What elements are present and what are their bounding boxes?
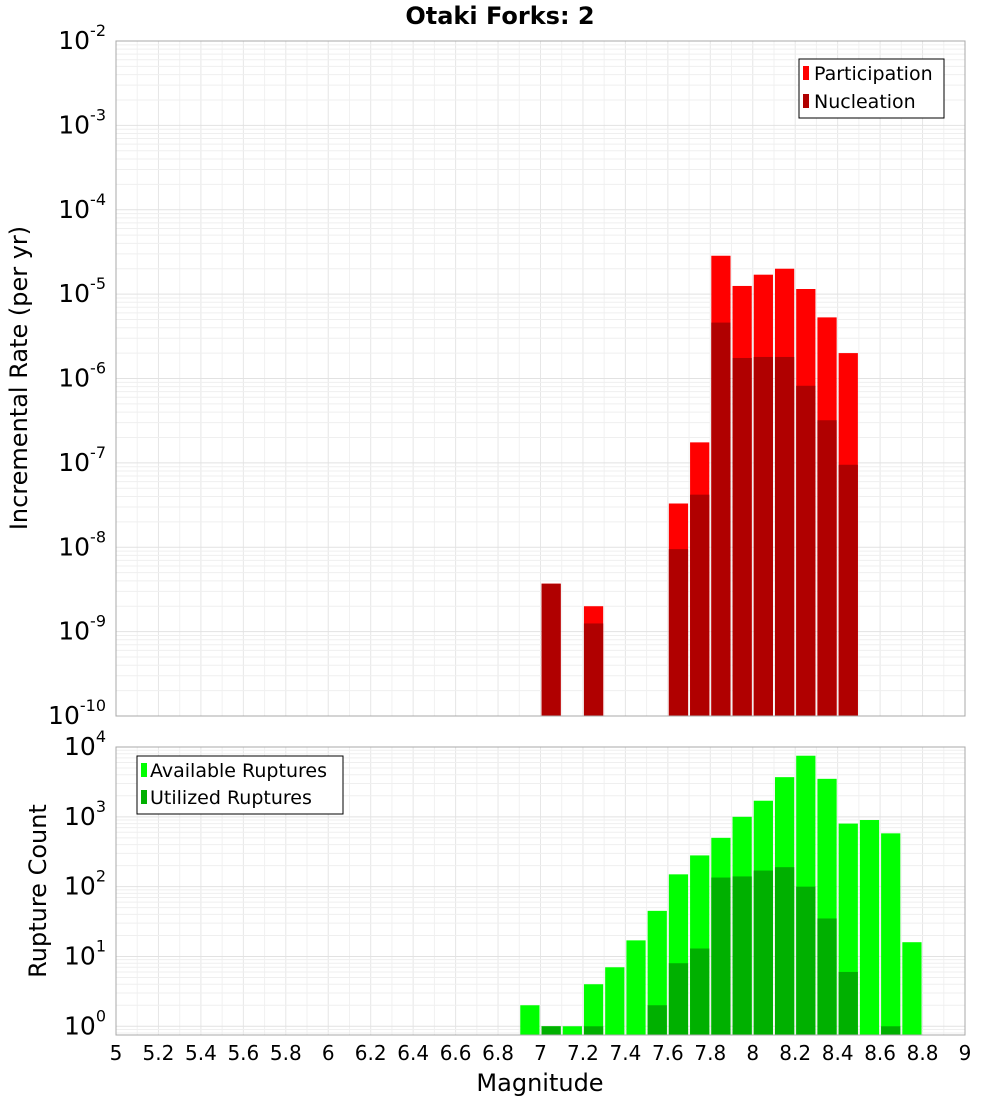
y-tick-label: 10-2 bbox=[58, 21, 106, 55]
top-bars bbox=[541, 255, 858, 716]
bar-1 bbox=[753, 870, 773, 1035]
top-legend-box bbox=[798, 58, 945, 119]
bar-1 bbox=[817, 420, 837, 716]
bar-1 bbox=[838, 464, 858, 716]
top-plot-frame bbox=[115, 40, 966, 717]
x-tick-label: 7.8 bbox=[694, 1041, 726, 1065]
bottom-plot-frame bbox=[115, 746, 966, 1036]
chart-title: Otaki Forks: 2 bbox=[405, 2, 594, 30]
legend-swatch-nucleation bbox=[803, 94, 809, 108]
bar-1 bbox=[817, 918, 837, 1035]
x-tick-label: 8 bbox=[746, 1041, 759, 1065]
bar-1 bbox=[583, 623, 604, 716]
x-tick-label: 5.2 bbox=[143, 1041, 175, 1065]
x-tick-label: 7 bbox=[534, 1041, 547, 1065]
bar-1 bbox=[647, 1005, 667, 1035]
bar-0 bbox=[562, 1026, 582, 1035]
bar-1 bbox=[541, 583, 561, 716]
y-tick-label: 10-5 bbox=[58, 274, 106, 308]
bar-1 bbox=[668, 963, 689, 1035]
top-gridlines bbox=[115, 40, 966, 717]
bar-1 bbox=[711, 877, 731, 1035]
bar-1 bbox=[881, 1026, 901, 1035]
legend-swatch-utilized-ruptures bbox=[141, 790, 147, 804]
bar-0 bbox=[626, 940, 646, 1035]
x-tick-label: 5.8 bbox=[270, 1041, 302, 1065]
top-y-axis-label: Incremental Rate (per yr) bbox=[5, 226, 33, 530]
x-tick-label: 8.2 bbox=[779, 1041, 811, 1065]
y-tick-label: 10-3 bbox=[58, 105, 106, 139]
bar-0 bbox=[583, 984, 604, 1035]
bar-1 bbox=[796, 385, 816, 716]
x-tick-label: 8.6 bbox=[864, 1041, 896, 1065]
legend-label-participation: Participation bbox=[814, 63, 933, 85]
top-chart-panel: 10-10 10-9 10-8 10-7 10-6 10-5 10-4 10-3 10-2 In… bbox=[5, 21, 966, 730]
bar-0 bbox=[520, 1005, 540, 1035]
legend-swatch-available-ruptures bbox=[141, 763, 147, 777]
rupture-count-axis-label: Rupture Count bbox=[24, 804, 52, 978]
x-tick-label: 6.4 bbox=[397, 1041, 429, 1065]
x-tick-label: 8.8 bbox=[907, 1041, 939, 1065]
x-tick-labels: 5 5.2 5.4 5.6 5.8 6 6.2 6.4 6.6 6.8 7 7.2 7.4 7.6 7.8 8… bbox=[110, 1041, 972, 1065]
bar-1 bbox=[711, 322, 731, 716]
bottom-legend: Available Ruptures Utilized Ruptures bbox=[136, 755, 344, 815]
y-tick-label: 10-6 bbox=[58, 359, 106, 393]
y-tick-label: 10-9 bbox=[58, 612, 106, 646]
y-tick-label: 10-8 bbox=[58, 527, 106, 561]
bar-1 bbox=[690, 948, 710, 1035]
bar-0 bbox=[902, 942, 922, 1035]
bar-1 bbox=[690, 494, 710, 716]
bottom-y-tick-labels: 100 101 102 103 104 bbox=[64, 727, 106, 1040]
y-tick-label: 10-7 bbox=[58, 443, 106, 477]
x-tick-label: 7.4 bbox=[609, 1041, 641, 1065]
y-tick-label: 101 bbox=[64, 936, 106, 970]
top-y-tick-labels: 10-10 10-9 10-8 10-7 10-6 10-5 10-4 10-3 10-2 bbox=[48, 21, 106, 730]
legend-label-available-ruptures: Available Ruptures bbox=[150, 760, 327, 782]
x-tick-label: 5.4 bbox=[185, 1041, 217, 1065]
x-tick-label: 6.8 bbox=[482, 1041, 514, 1065]
x-tick-label: 6 bbox=[322, 1041, 335, 1065]
bar-0 bbox=[647, 910, 667, 1035]
y-tick-label: 10-10 bbox=[48, 696, 106, 730]
bar-1 bbox=[838, 971, 858, 1035]
bar-0 bbox=[881, 833, 901, 1035]
x-tick-label: 8.4 bbox=[822, 1041, 854, 1065]
y-tick-label: 104 bbox=[64, 727, 106, 761]
legend-swatch-participation bbox=[803, 66, 809, 80]
bar-1 bbox=[541, 1026, 561, 1035]
x-tick-label: 6.6 bbox=[440, 1041, 472, 1065]
top-legend: Participation Nucleation bbox=[798, 58, 945, 119]
legend-label-utilized-ruptures: Utilized Ruptures bbox=[150, 787, 312, 809]
bottom-chart-panel: 100 101 102 103 104 5 5.2 5.4 5.6 5.8 6 6.2 6.4 6.6 6… bbox=[24, 727, 971, 1097]
bar-1 bbox=[668, 549, 689, 716]
x-tick-label: 6.2 bbox=[355, 1041, 387, 1065]
bar-0 bbox=[859, 820, 880, 1035]
y-tick-label: 102 bbox=[64, 867, 106, 901]
bottom-legend-box bbox=[136, 755, 344, 815]
x-tick-label: 9 bbox=[959, 1041, 972, 1065]
bar-1 bbox=[774, 867, 795, 1035]
y-tick-label: 100 bbox=[64, 1006, 106, 1040]
bar-1 bbox=[774, 356, 795, 716]
bar-1 bbox=[732, 357, 752, 716]
x-tick-label: 7.2 bbox=[567, 1041, 599, 1065]
x-tick-label: 5 bbox=[110, 1041, 123, 1065]
x-tick-label: 7.6 bbox=[652, 1041, 684, 1065]
bar-1 bbox=[796, 886, 816, 1035]
bar-1 bbox=[732, 876, 752, 1035]
legend-label-nucleation: Nucleation bbox=[814, 91, 916, 113]
x-axis-label: Magnitude bbox=[476, 1069, 603, 1097]
bar-0 bbox=[605, 967, 625, 1035]
bar-1 bbox=[583, 1026, 604, 1035]
bottom-bars bbox=[520, 755, 922, 1035]
x-tick-label: 5.6 bbox=[227, 1041, 259, 1065]
bar-1 bbox=[753, 356, 773, 716]
y-tick-label: 103 bbox=[64, 797, 106, 831]
y-tick-label: 10-4 bbox=[58, 190, 106, 224]
